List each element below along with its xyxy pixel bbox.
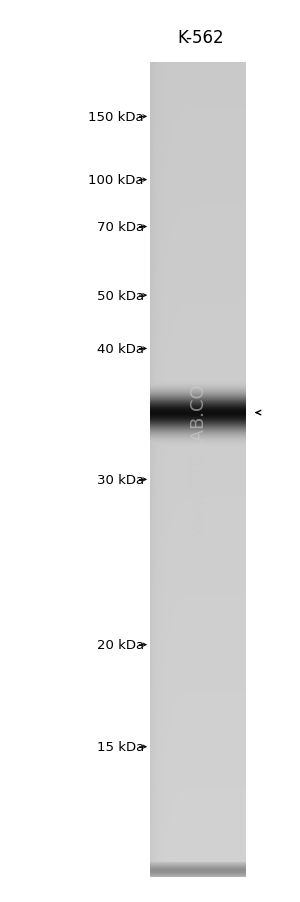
Text: 20 kDa: 20 kDa <box>97 639 144 651</box>
Text: 15 kDa: 15 kDa <box>97 741 144 753</box>
Text: www.PTGLAB.COM: www.PTGLAB.COM <box>189 367 207 535</box>
Text: 150 kDa: 150 kDa <box>88 111 144 124</box>
Text: 50 kDa: 50 kDa <box>97 290 144 302</box>
Text: 100 kDa: 100 kDa <box>88 174 144 187</box>
Text: 70 kDa: 70 kDa <box>97 221 144 234</box>
Text: 40 kDa: 40 kDa <box>97 343 144 355</box>
Text: K-562: K-562 <box>178 29 224 47</box>
Text: 30 kDa: 30 kDa <box>97 474 144 486</box>
